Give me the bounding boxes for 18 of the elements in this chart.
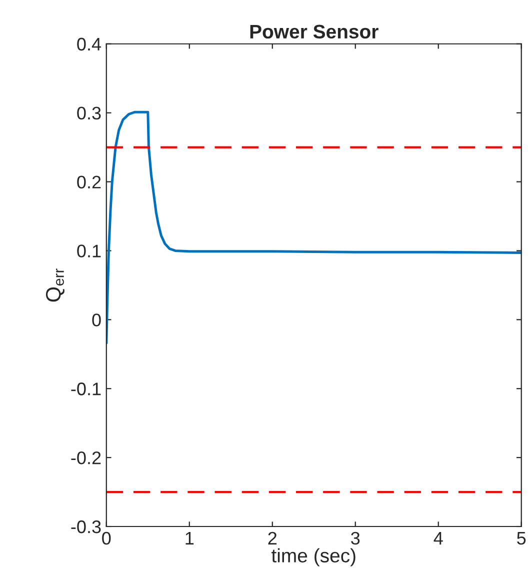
y-tick-label: -0.2 [71, 451, 101, 464]
x-tick-label: 5 [517, 532, 526, 545]
x-tick-label: 4 [434, 532, 443, 544]
y-axis-title: Q$_{err}$ [46, 268, 64, 302]
chart-title: Power Sensor [250, 24, 378, 39]
x-tick-label: 3 [351, 532, 360, 545]
y-tick-label: 0.1 [77, 244, 101, 258]
x-tick-label: 0 [102, 532, 111, 545]
y-tick-label: 0 [92, 314, 101, 326]
y-tick-label: 0.4 [77, 38, 102, 51]
line-series [106, 110, 522, 344]
y-tick-label: 0.2 [77, 176, 101, 188]
y-tick-label: -0.3 [71, 520, 101, 534]
y-tick-label: 0.3 [77, 106, 101, 120]
x-tick-label: 2 [268, 532, 276, 544]
x-axis-title: time (sec) [272, 548, 356, 566]
x-tick-label: 1 [186, 532, 194, 544]
y-tick-label: -0.1 [71, 382, 101, 396]
